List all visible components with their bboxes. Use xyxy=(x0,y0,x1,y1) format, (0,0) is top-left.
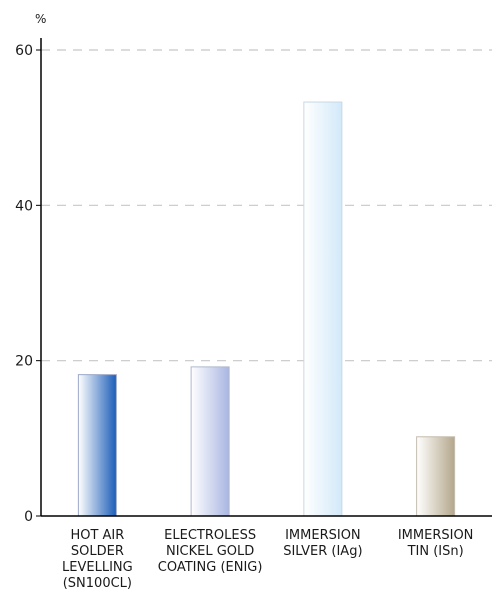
y-tick-label: 20 xyxy=(15,354,33,370)
x-category-label: IMMERSION TIN (ISn) xyxy=(398,528,474,559)
axes xyxy=(40,38,492,517)
y-tick-label: 40 xyxy=(15,198,33,214)
x-category-label: IMMERSION SILVER (IAg) xyxy=(283,528,362,559)
bar xyxy=(416,436,456,517)
x-category-label: ELECTROLESS NICKEL GOLD COATING (ENIG) xyxy=(158,528,263,575)
bar xyxy=(190,366,230,517)
bars xyxy=(77,101,456,517)
bar xyxy=(77,374,117,517)
y-axis-unit-label: % xyxy=(35,12,46,26)
x-category-labels: HOT AIR SOLDER LEVELLING (SN100CL) ELECTROLE… xyxy=(62,528,473,591)
x-category-label: HOT AIR SOLDER LEVELLING (SN100CL) xyxy=(62,528,133,591)
bar xyxy=(303,101,343,517)
grid-lines xyxy=(41,49,492,362)
y-tick-label: 60 xyxy=(15,43,33,59)
y-tick-label: 0 xyxy=(24,509,33,525)
y-tick-labels: 0 20 40 60 xyxy=(15,43,41,525)
